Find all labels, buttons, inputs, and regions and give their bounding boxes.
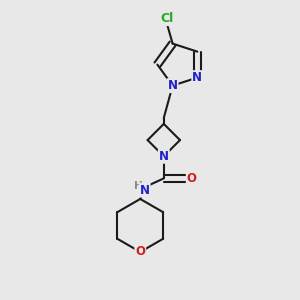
Text: N: N [168,79,178,92]
Text: N: N [140,184,150,196]
Text: N: N [192,71,202,84]
Text: H: H [134,181,142,191]
Text: N: N [159,150,169,163]
Text: O: O [187,172,197,185]
Text: Cl: Cl [160,12,173,25]
Text: O: O [135,245,145,259]
